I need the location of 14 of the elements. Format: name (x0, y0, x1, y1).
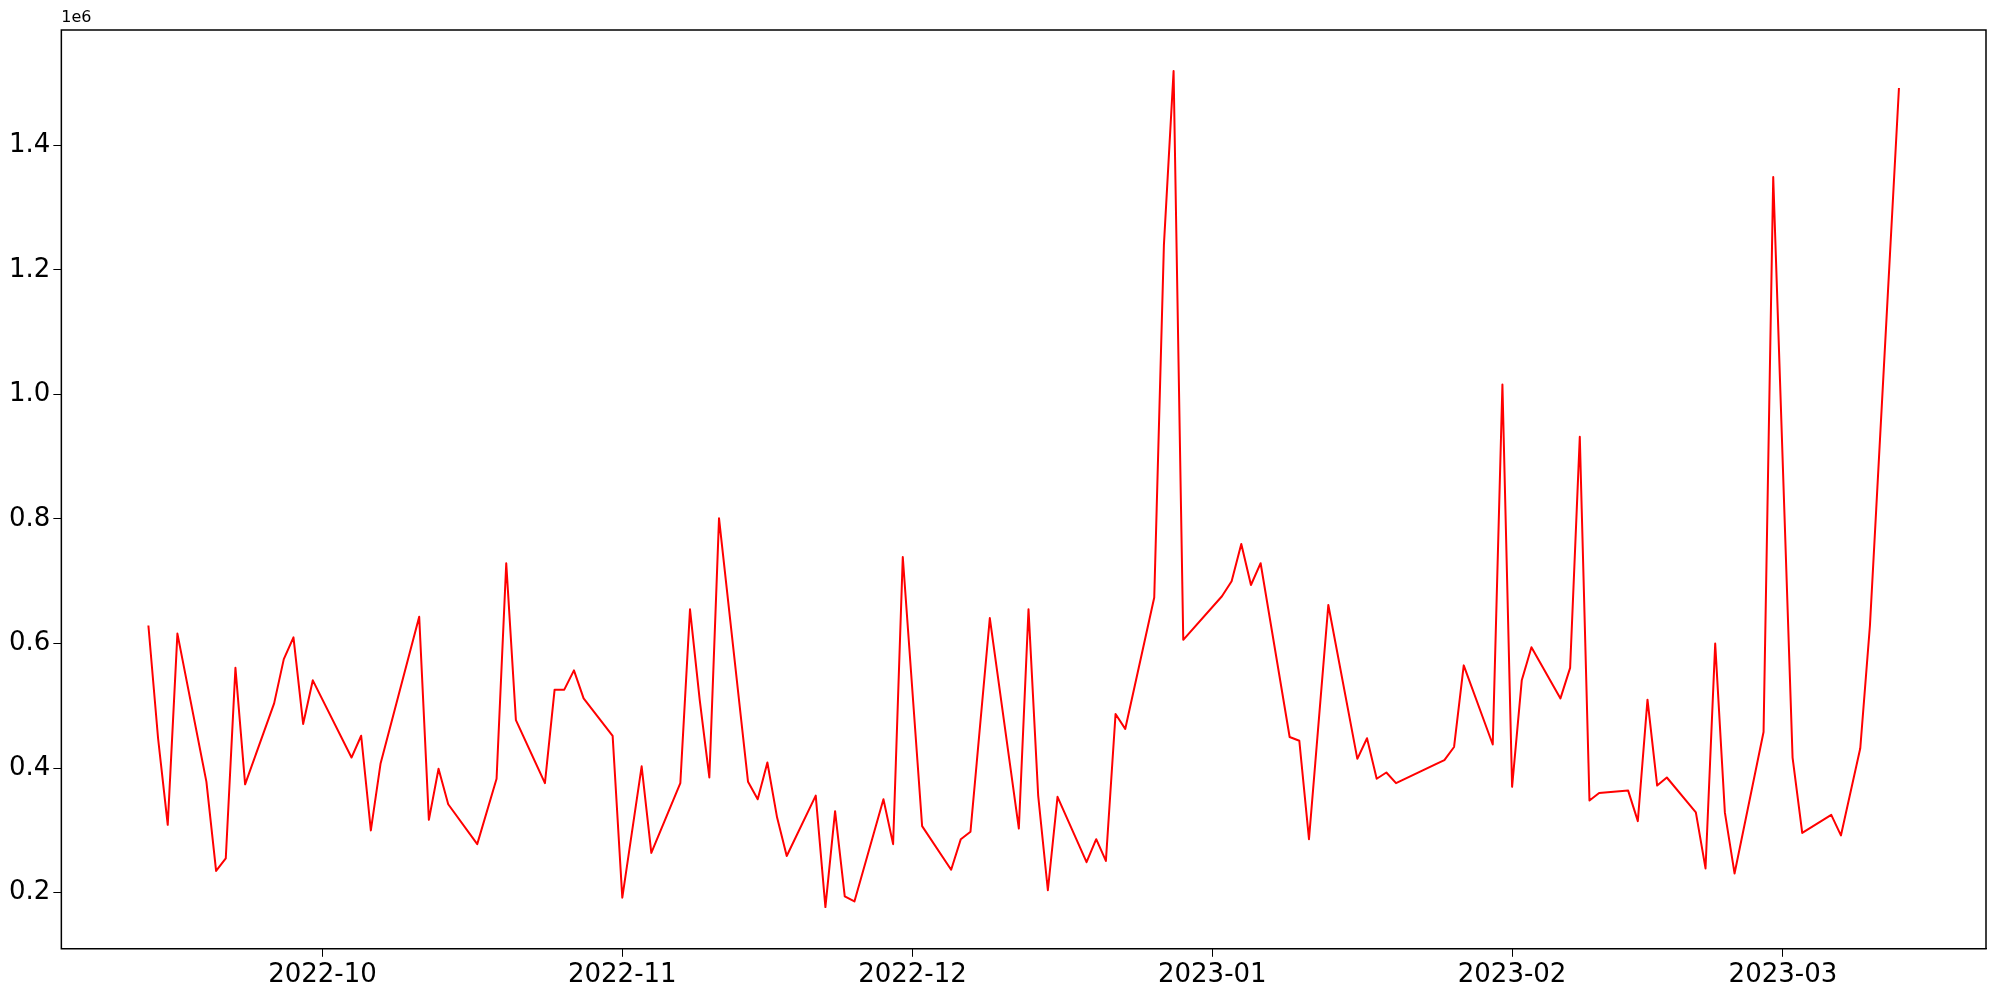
y-tick-label: 0.8 (8, 501, 51, 532)
x-tick-label: 2023-01 (1157, 958, 1267, 989)
x-tick-label: 2022-10 (268, 958, 377, 989)
y-tick-label: 0.4 (8, 750, 51, 781)
x-tick-label: 2022-11 (567, 958, 677, 989)
x-tick-label: 2023-03 (1728, 958, 1838, 989)
text: 1e6 (61, 7, 92, 27)
y-tick-label: 0.6 (8, 626, 51, 657)
x-tick-label: 2023-02 (1457, 958, 1567, 989)
y-tick-label: 1.0 (8, 377, 51, 408)
y-tick-label: 1.2 (8, 252, 51, 283)
y-tick-label: 0.2 (8, 875, 51, 906)
y-tick-label: 1.4 (8, 127, 51, 158)
x-tick-label: 2022-12 (858, 958, 967, 989)
